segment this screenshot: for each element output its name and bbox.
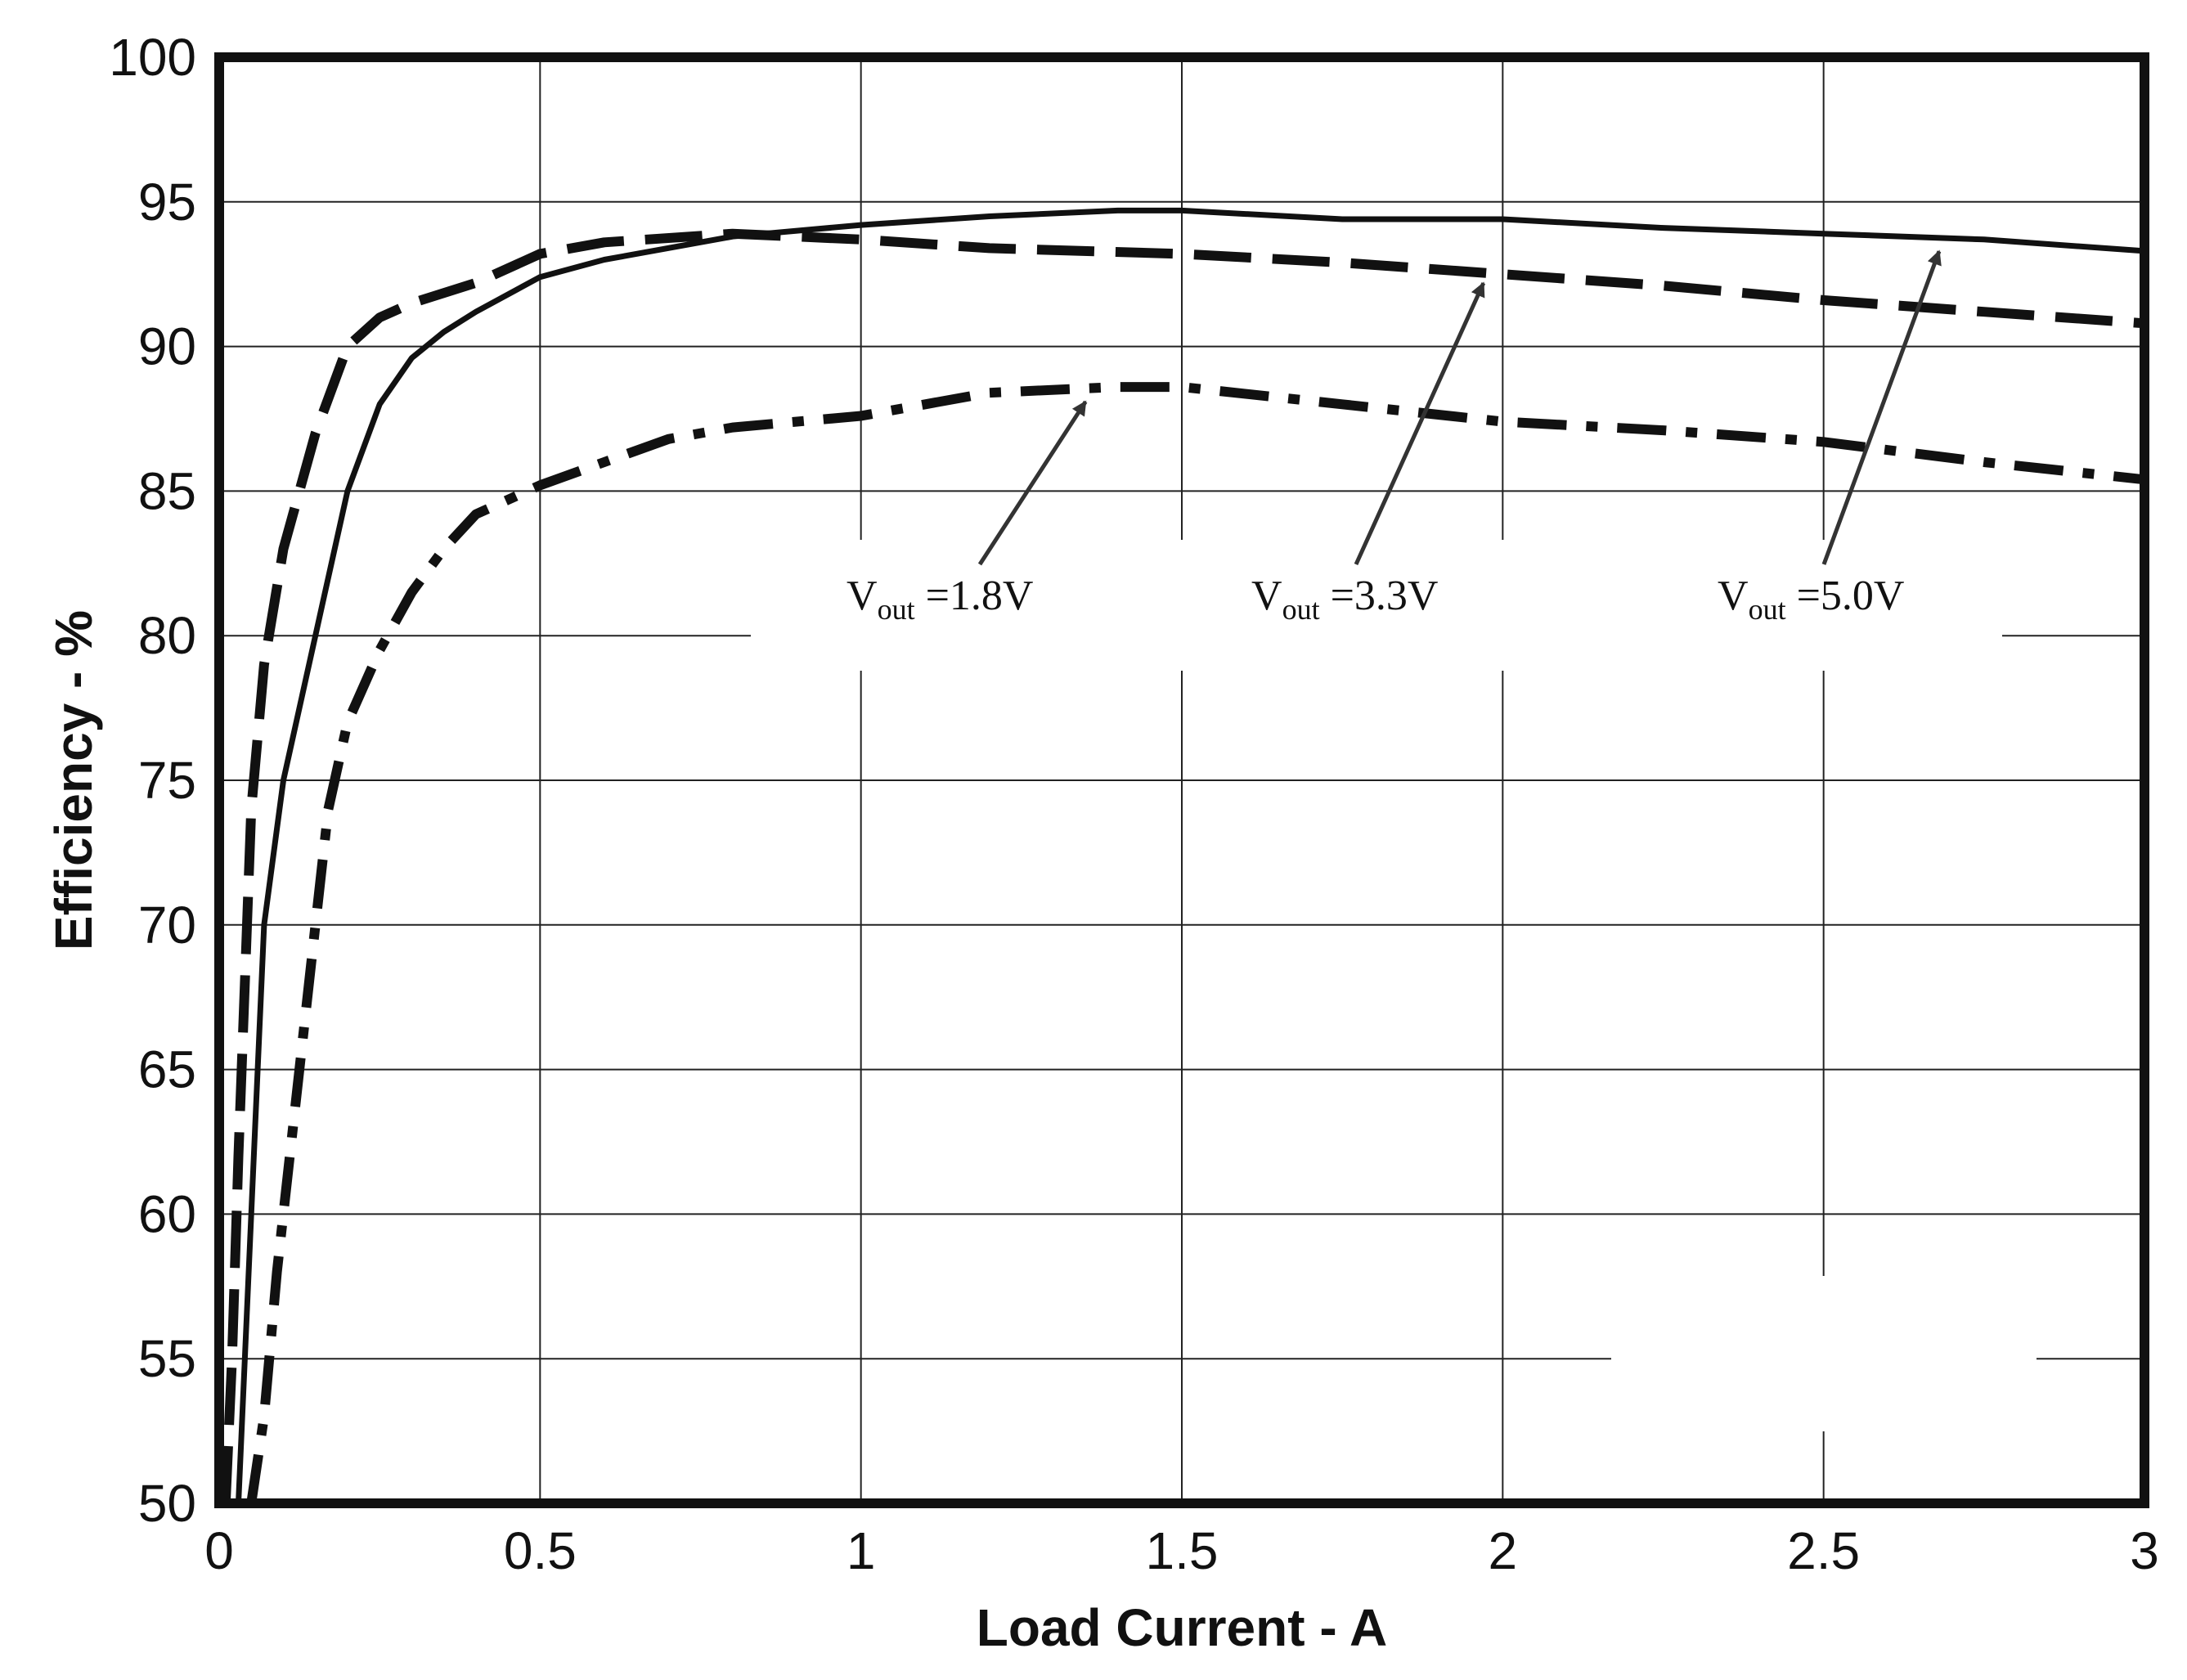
series-label: Vout =5.0V	[1718, 573, 1904, 626]
x-tick-label: 1.5	[1146, 1521, 1219, 1580]
series-lines	[220, 207, 2145, 1504]
y-tick-label: 75	[138, 751, 196, 810]
annotation-arrow	[977, 400, 1088, 566]
y-tick-label: 85	[138, 461, 196, 520]
annotation-arrow	[1821, 249, 1942, 565]
x-tick-label: 3	[2130, 1521, 2159, 1580]
series-line-1	[220, 228, 2145, 1504]
x-tick-label: 2	[1489, 1521, 1518, 1580]
y-tick-label: 100	[109, 28, 196, 87]
series-label: Vout =3.3V	[1251, 573, 1438, 626]
grid	[219, 57, 2144, 1503]
y-tick-label: 70	[138, 896, 196, 955]
annotations: Vout =1.8V Vout =3.3V Vout =5.0V	[751, 249, 2037, 1431]
y-tick-label: 65	[138, 1040, 196, 1099]
y-tick-label: 50	[138, 1474, 196, 1533]
y-tick-label: 90	[138, 317, 196, 376]
x-tick-label: 2.5	[1787, 1521, 1860, 1580]
y-tick-label: 95	[138, 173, 196, 231]
series-line-3	[246, 382, 2145, 1504]
x-tick-label: 1	[847, 1521, 876, 1580]
tick-labels: 0 0.5 1 1.5 2 2.5 3 50 55 60 65 70 75 80 85 90 95 100	[109, 28, 2159, 1580]
label-mask	[751, 540, 2002, 671]
x-tick-label: 0	[204, 1521, 234, 1580]
y-tick-label: 60	[138, 1184, 196, 1243]
x-axis-title: Load Current - A	[977, 1598, 1388, 1657]
y-tick-label: 55	[138, 1329, 196, 1388]
y-tick-label: 80	[138, 606, 196, 665]
plot-frame	[214, 52, 2149, 1508]
series-label: Vout =1.8V	[847, 573, 1033, 626]
series-line-2	[236, 207, 2145, 1504]
blank-mask	[1611, 1276, 2037, 1431]
annotation-arrow	[1354, 281, 1486, 566]
x-tick-label: 0.5	[504, 1521, 577, 1580]
y-axis-title: Efficiency - %	[44, 610, 103, 950]
